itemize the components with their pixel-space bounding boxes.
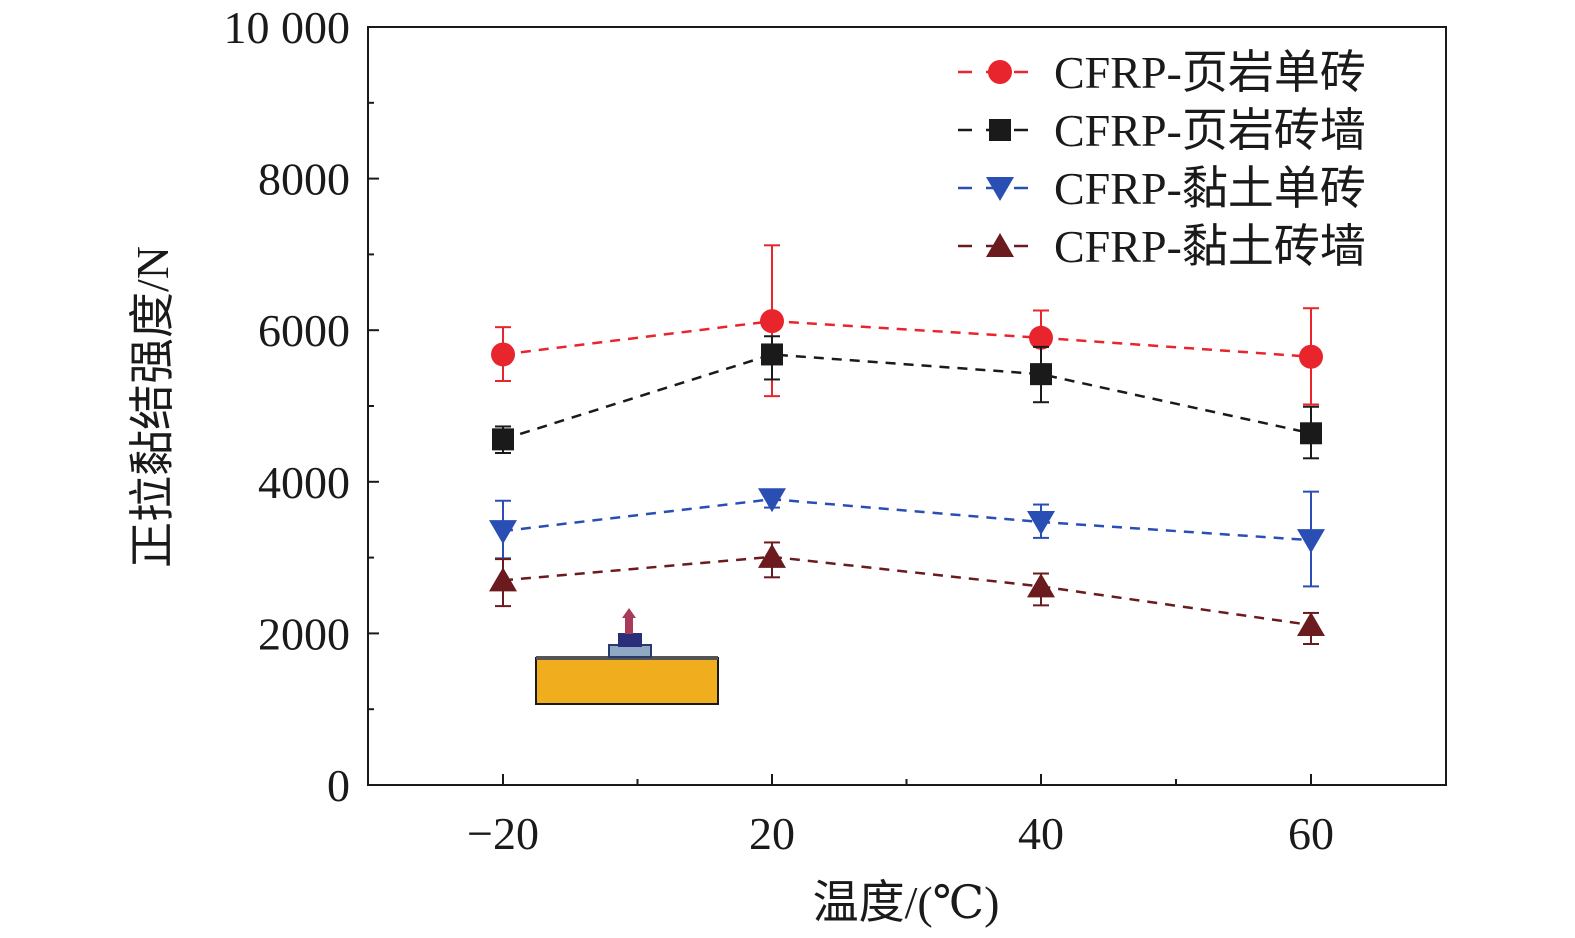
data-point (489, 567, 517, 592)
data-point (761, 343, 783, 366)
data-point (489, 520, 517, 545)
series-4 (489, 541, 1325, 646)
data-point (1300, 422, 1322, 445)
y-tick-label: 2000 (258, 608, 350, 659)
x-tick-label: 60 (1288, 808, 1334, 859)
legend-entry: CFRP-页岩砖墙 (958, 105, 1366, 156)
legend: CFRP-页岩单砖 CFRP-页岩砖墙 CFRP-黏土单砖 CFRP-黏土砖墙 (958, 47, 1366, 272)
legend-marker (989, 119, 1011, 141)
series-line (502, 555, 1312, 627)
pull-test-specimen-icon (535, 608, 719, 705)
series-3 (489, 488, 1325, 588)
data-point (492, 428, 514, 451)
series-line (502, 353, 1312, 441)
data-point (1299, 344, 1323, 369)
legend-label: CFRP-黏土单砖 (1054, 163, 1366, 214)
y-tick-label: 8000 (258, 154, 350, 205)
data-point (758, 543, 786, 568)
data-point (758, 488, 786, 513)
series-1 (491, 244, 1323, 406)
data-point (1029, 325, 1053, 350)
data-point (1297, 529, 1325, 554)
legend-marker (988, 60, 1012, 84)
x-tick-label: 20 (749, 808, 795, 859)
legend-entry: CFRP-黏土单砖 (958, 163, 1366, 214)
y-tick-label: 10 000 (224, 2, 351, 53)
y-tick-label: 6000 (258, 305, 350, 356)
legend-marker (986, 177, 1014, 201)
pull-arrow (622, 608, 636, 618)
axes-ticks: 0 2000 4000 6000 8000 10 000 −20 20 40 60 (224, 2, 1335, 859)
series-2 (492, 335, 1322, 460)
legend-label: CFRP-页岩单砖 (1054, 47, 1366, 98)
x-axis-title: 温度/(℃) (813, 877, 1000, 928)
y-tick-label: 4000 (258, 457, 350, 508)
series-layer (489, 244, 1325, 646)
data-point (1030, 363, 1052, 386)
legend-entry: CFRP-页岩单砖 (958, 47, 1366, 98)
legend-marker (986, 233, 1014, 257)
legend-entry: CFRP-黏土砖墙 (958, 221, 1366, 272)
data-point (491, 342, 515, 367)
series-line (502, 497, 1312, 542)
legend-label: CFRP-页岩砖墙 (1054, 105, 1366, 156)
x-tick-label: 40 (1018, 808, 1064, 859)
legend-label: CFRP-黏土砖墙 (1054, 221, 1366, 272)
y-tick-label: 0 (327, 760, 350, 811)
data-point (760, 309, 784, 334)
pull-rod (625, 616, 633, 634)
series-line (502, 319, 1312, 358)
brick-block (535, 657, 719, 705)
data-point (1297, 612, 1325, 637)
data-point (1027, 510, 1055, 535)
y-axis-title: 正拉黏结强度/N (127, 246, 178, 568)
x-tick-label: −20 (467, 808, 539, 859)
steel-puller-base (618, 633, 642, 647)
data-point (1027, 573, 1055, 598)
